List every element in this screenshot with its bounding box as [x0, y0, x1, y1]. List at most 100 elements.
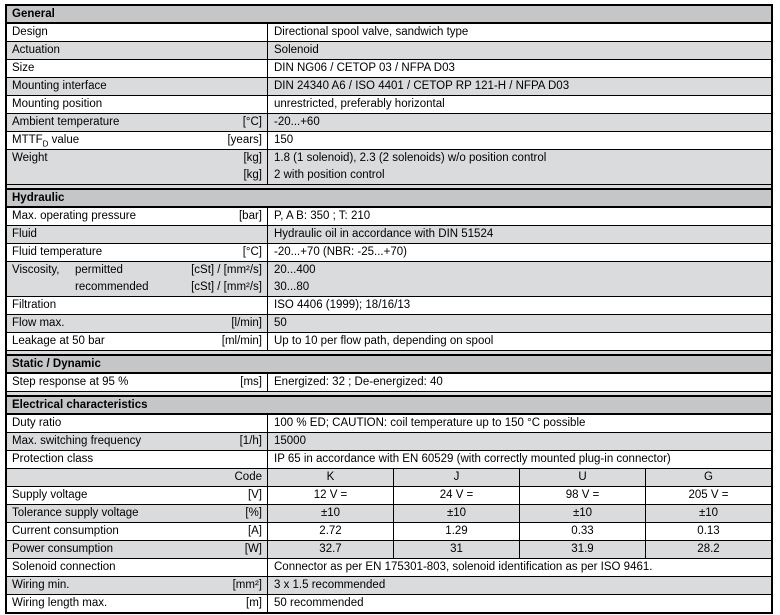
row-label: Current consumption	[12, 525, 119, 537]
datasheet-spec-table: General Design Directional spool valve, …	[5, 4, 773, 614]
row-value: Energized: 32 ; De-energized: 40	[267, 374, 771, 391]
section-divider	[7, 392, 771, 397]
section-title-electrical: Electrical characteristics	[7, 397, 771, 415]
row-value: P, A B: 350 ; T: 210	[267, 208, 771, 225]
code-cell: 12 V =	[313, 489, 348, 501]
row-label: Weight	[12, 152, 48, 164]
row-label: Fluid temperature	[12, 246, 103, 258]
row-label: Fluid	[12, 228, 37, 240]
code-cell: 205 V =	[645, 487, 771, 504]
row-label: Step response at 95 %	[12, 376, 129, 388]
code-cell: ±10	[320, 507, 341, 519]
code-cell: ±10	[393, 505, 519, 522]
row-label: Solenoid connection	[12, 561, 116, 573]
table-row-weight: Weight [kg] [kg] 1.8 (1 solenoid), 2.3 (2…	[7, 150, 771, 185]
code-cell: 0.33	[519, 523, 645, 540]
subscript: D	[42, 139, 49, 149]
row-value: 15000	[267, 433, 771, 450]
row-value: -20...+60	[267, 114, 771, 131]
row-value: 20...400	[274, 264, 316, 276]
row-unit: [W]	[244, 543, 262, 555]
row-value: 100 % ED; CAUTION: coil temperature up t…	[267, 415, 771, 432]
table-row-mttf: MTTFD value [years] 150	[7, 132, 771, 150]
row-value: Connector as per EN 175301-803, solenoid…	[267, 559, 771, 576]
row-label: Mounting interface	[12, 80, 107, 92]
row-unit: [°C]	[242, 246, 262, 258]
row-label: Size	[12, 62, 35, 74]
row-value: 1.8 (1 solenoid), 2.3 (2 solenoids) w/o …	[274, 152, 547, 164]
table-row: Actuation Solenoid	[7, 42, 771, 60]
row-label: Wiring min.	[12, 579, 70, 591]
row-value: Up to 10 per flow path, depending on spo…	[267, 333, 771, 350]
row-unit: [years]	[227, 134, 262, 146]
code-cell: ±10	[519, 505, 645, 522]
table-row: Duty ratio 100 % ED; CAUTION: coil tempe…	[7, 415, 771, 433]
table-row: Power consumption [W] 32.7 31 31.9 28.2	[7, 541, 771, 559]
table-row: Mounting position unrestricted, preferab…	[7, 96, 771, 114]
row-value: 3 x 1.5 recommended	[267, 577, 771, 594]
row-label: Mounting position	[12, 98, 103, 110]
row-unit: [mm²]	[232, 579, 262, 591]
row-unit	[258, 78, 262, 95]
row-value: 30...80	[274, 281, 310, 293]
code-cell: 1.29	[393, 523, 519, 540]
table-row: Size DIN NG06 / CETOP 03 / NFPA D03	[7, 60, 771, 78]
table-row: Filtration ISO 4406 (1999); 18/16/13	[7, 297, 771, 315]
table-row: Protection class IP 65 in accordance wit…	[7, 451, 771, 469]
row-label: Duty ratio	[12, 417, 62, 429]
row-unit: [A]	[247, 525, 262, 537]
row-unit: [cSt] / [mm²/s]	[191, 264, 262, 276]
row-value: -20...+70 (NBR: -25...+70)	[267, 244, 771, 261]
row-label: Actuation	[12, 44, 60, 56]
row-unit: [bar]	[238, 210, 262, 222]
row-value: IP 65 in accordance with EN 60529 (with …	[267, 451, 771, 468]
row-label: Flow max.	[12, 317, 65, 329]
row-unit: [ms]	[240, 376, 262, 388]
row-label: Wiring length max.	[12, 597, 108, 609]
row-label: Leakage at 50 bar	[12, 335, 105, 347]
row-unit	[258, 24, 262, 41]
row-unit	[258, 415, 262, 432]
code-label: Code	[234, 471, 263, 483]
row-label: Protection class	[12, 453, 94, 465]
section-divider	[7, 351, 771, 356]
row-value: ISO 4406 (1999); 18/16/13	[267, 297, 771, 314]
row-unit: [ml/min]	[221, 335, 262, 347]
table-row: Fluid Hydraulic oil in accordance with D…	[7, 226, 771, 244]
table-row: Max. operating pressure [bar] P, A B: 350…	[7, 208, 771, 226]
row-unit	[258, 226, 262, 243]
table-row-code-header: Code K J U G	[7, 469, 771, 487]
row-unit: [kg]	[243, 152, 262, 164]
row-label: Ambient temperature	[12, 116, 120, 128]
row-label: Design	[12, 26, 48, 38]
code-column-header: J	[393, 469, 519, 486]
section-title-static-dynamic: Static / Dynamic	[7, 356, 771, 374]
row-unit: [cSt] / [mm²/s]	[191, 281, 262, 293]
row-label: Max. operating pressure	[12, 210, 137, 222]
row-label: MTTFD value	[12, 134, 80, 149]
code-cell: 31	[393, 541, 519, 558]
row-value: 50 recommended	[267, 595, 771, 612]
table-row: Ambient temperature [°C] -20...+60	[7, 114, 771, 132]
row-unit	[258, 451, 262, 468]
section-title-general: General	[7, 6, 771, 24]
row-unit	[258, 96, 262, 113]
table-row-viscosity: Viscosity, permitted [cSt] / [mm²/s] recom…	[7, 262, 771, 297]
row-value: Solenoid	[267, 42, 771, 59]
code-cell: 24 V =	[393, 487, 519, 504]
row-value: 150	[267, 132, 771, 149]
table-row: Design Directional spool valve, sandwich…	[7, 24, 771, 42]
row-unit	[258, 60, 262, 77]
row-value: unrestricted, preferably horizontal	[267, 96, 771, 113]
row-label: Filtration	[12, 299, 57, 311]
code-cell: 2.72	[319, 525, 342, 537]
row-value: 50	[267, 315, 771, 332]
row-label: Tolerance supply voltage	[12, 507, 139, 519]
table-row: Step response at 95 % [ms] Energized: 32 …	[7, 374, 771, 392]
row-unit	[258, 297, 262, 314]
row-label: Power consumption	[12, 543, 113, 555]
code-cell: 98 V =	[519, 487, 645, 504]
table-row: Current consumption [A] 2.72 1.29 0.33 0.…	[7, 523, 771, 541]
table-row: Fluid temperature [°C] -20...+70 (NBR: -2…	[7, 244, 771, 262]
code-cell: 0.13	[645, 523, 771, 540]
